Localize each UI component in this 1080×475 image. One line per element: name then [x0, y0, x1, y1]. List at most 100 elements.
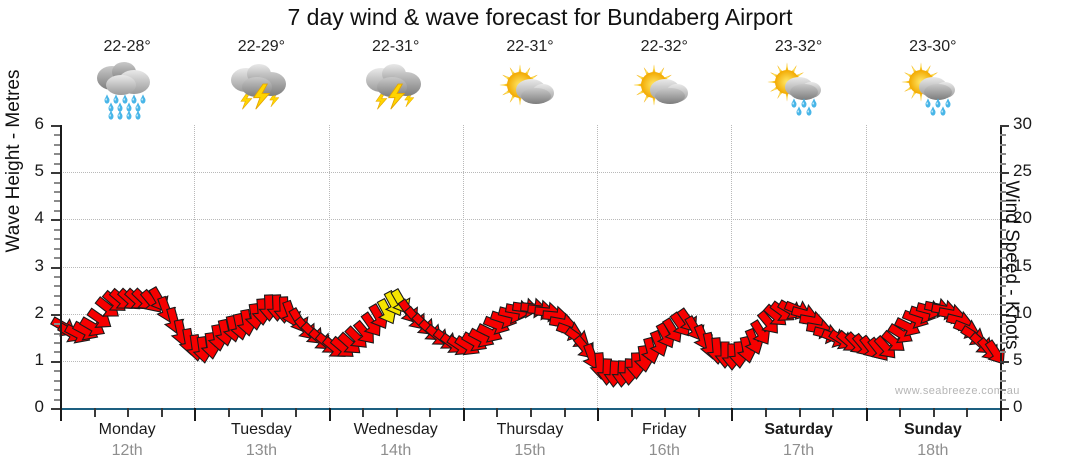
right-tick-minor — [1000, 200, 1006, 203]
x-tick-quarter — [496, 408, 499, 417]
thunderstorm-icon — [329, 59, 463, 119]
day-footer-monday: Monday 12th — [60, 420, 194, 468]
x-tick-quarter — [295, 408, 297, 417]
right-tick-minor — [1000, 389, 1006, 392]
day-header-wednesday: 22-31° — [329, 38, 463, 123]
x-tick-quarter — [630, 408, 633, 417]
left-axis-title: Wave Height - Metres — [3, 69, 24, 253]
day-name: Sunday — [903, 421, 962, 438]
right-tick-minor — [1000, 257, 1006, 260]
day-footer-wednesday: Wednesday 14th — [329, 420, 463, 468]
gridline-horizontal — [60, 219, 1000, 221]
x-tick-day — [194, 408, 197, 421]
x-tick-day — [462, 408, 465, 421]
day-date: 15th — [514, 442, 546, 459]
right-tick-label: 10 — [1013, 302, 1032, 322]
gridline-vertical — [462, 125, 464, 408]
temperature-range: 22-31° — [372, 38, 420, 55]
x-tick-quarter — [261, 408, 264, 417]
day-footer-saturday: Saturday 17th — [731, 420, 865, 468]
x-tick-quarter — [395, 408, 398, 417]
x-tick-quarter — [832, 408, 835, 417]
day-header-thursday: 22-31° — [463, 38, 597, 123]
day-header-sunday: 23-30° — [866, 38, 1000, 123]
right-tick-minor — [1000, 285, 1006, 288]
x-tick-quarter — [127, 408, 130, 417]
right-tick-minor — [1000, 332, 1006, 335]
temperature-range: 22-28° — [103, 38, 151, 55]
right-axis-title: Wind Speed - Knots — [1001, 180, 1022, 350]
x-tick-quarter — [563, 408, 566, 417]
right-tick-minor — [1000, 153, 1006, 156]
gridline-horizontal — [60, 266, 1000, 268]
left-tick-minor — [54, 134, 60, 137]
left-tick-label: 3 — [34, 255, 44, 275]
day-date: 12th — [111, 442, 143, 459]
right-tick-minor — [1000, 351, 1006, 354]
left-tick-major — [51, 125, 60, 127]
left-tick-label: 0 — [34, 397, 44, 416]
x-tick-quarter — [899, 408, 902, 417]
left-tick-minor — [54, 332, 60, 335]
left-tick-minor — [54, 143, 60, 146]
right-tick-minor — [1000, 294, 1006, 297]
thunderstorm-icon — [194, 59, 328, 119]
left-tick-minor — [54, 294, 60, 297]
left-tick-minor — [54, 389, 60, 392]
x-tick-quarter — [664, 408, 667, 417]
x-tick-quarter — [362, 408, 365, 417]
right-tick-minor — [1000, 341, 1006, 344]
right-tick-minor — [1000, 143, 1006, 146]
day-header-saturday: 23-32° — [731, 38, 865, 123]
left-tick-minor — [54, 398, 60, 401]
day-date: 13th — [245, 442, 277, 459]
left-tick-major — [51, 219, 60, 222]
right-tick-minor — [1000, 275, 1006, 278]
day-date: 14th — [380, 442, 412, 459]
right-tick-major — [1000, 125, 1009, 127]
right-tick-major — [1000, 266, 1009, 269]
right-tick-minor — [1000, 247, 1006, 250]
gridline-vertical — [865, 125, 867, 408]
temperature-range: 23-32° — [774, 38, 823, 55]
x-tick-day — [597, 408, 600, 421]
x-tick-day — [865, 408, 868, 421]
sun-cloud-rain-icon — [731, 59, 865, 119]
day-footer-tuesday: Tuesday 13th — [194, 420, 328, 468]
day-header-monday: 22-28° — [60, 38, 194, 123]
left-tick-major — [51, 408, 60, 410]
left-tick-label: 5 — [34, 161, 44, 181]
right-tick-minor — [1000, 181, 1006, 184]
day-name: Monday — [98, 421, 156, 438]
day-name: Tuesday — [231, 421, 292, 438]
day-date: 16th — [648, 442, 680, 459]
gridline-vertical — [328, 125, 330, 408]
right-tick-minor — [1000, 228, 1006, 231]
gridline-horizontal — [60, 360, 1000, 362]
left-tick-label: 6 — [34, 114, 44, 133]
day-name: Thursday — [496, 421, 564, 438]
rain-heavy-icon — [60, 59, 194, 120]
right-tick-minor — [1000, 323, 1006, 326]
watermark: www.seabreeze.com.au — [895, 385, 1020, 397]
right-tick-minor — [1000, 304, 1006, 307]
day-name: Wednesday — [353, 421, 438, 438]
day-date: 18th — [917, 442, 949, 459]
left-tick-minor — [54, 162, 60, 165]
right-tick-minor — [1000, 191, 1006, 194]
x-tick-day — [60, 408, 62, 421]
day-footer-friday: Friday 16th — [597, 420, 731, 468]
right-tick-major — [1000, 172, 1009, 175]
right-tick-minor — [1000, 398, 1006, 401]
left-tick-minor — [54, 228, 60, 231]
sun-cloud-icon — [597, 59, 731, 119]
x-tick-quarter — [530, 408, 532, 417]
left-tick-minor — [54, 304, 60, 307]
gridline-vertical — [731, 125, 733, 408]
right-tick-major — [1000, 360, 1009, 363]
left-tick-minor — [54, 200, 60, 203]
x-tick-quarter — [765, 408, 767, 417]
right-tick-minor — [1000, 209, 1006, 212]
temperature-range: 23-30° — [909, 38, 957, 55]
